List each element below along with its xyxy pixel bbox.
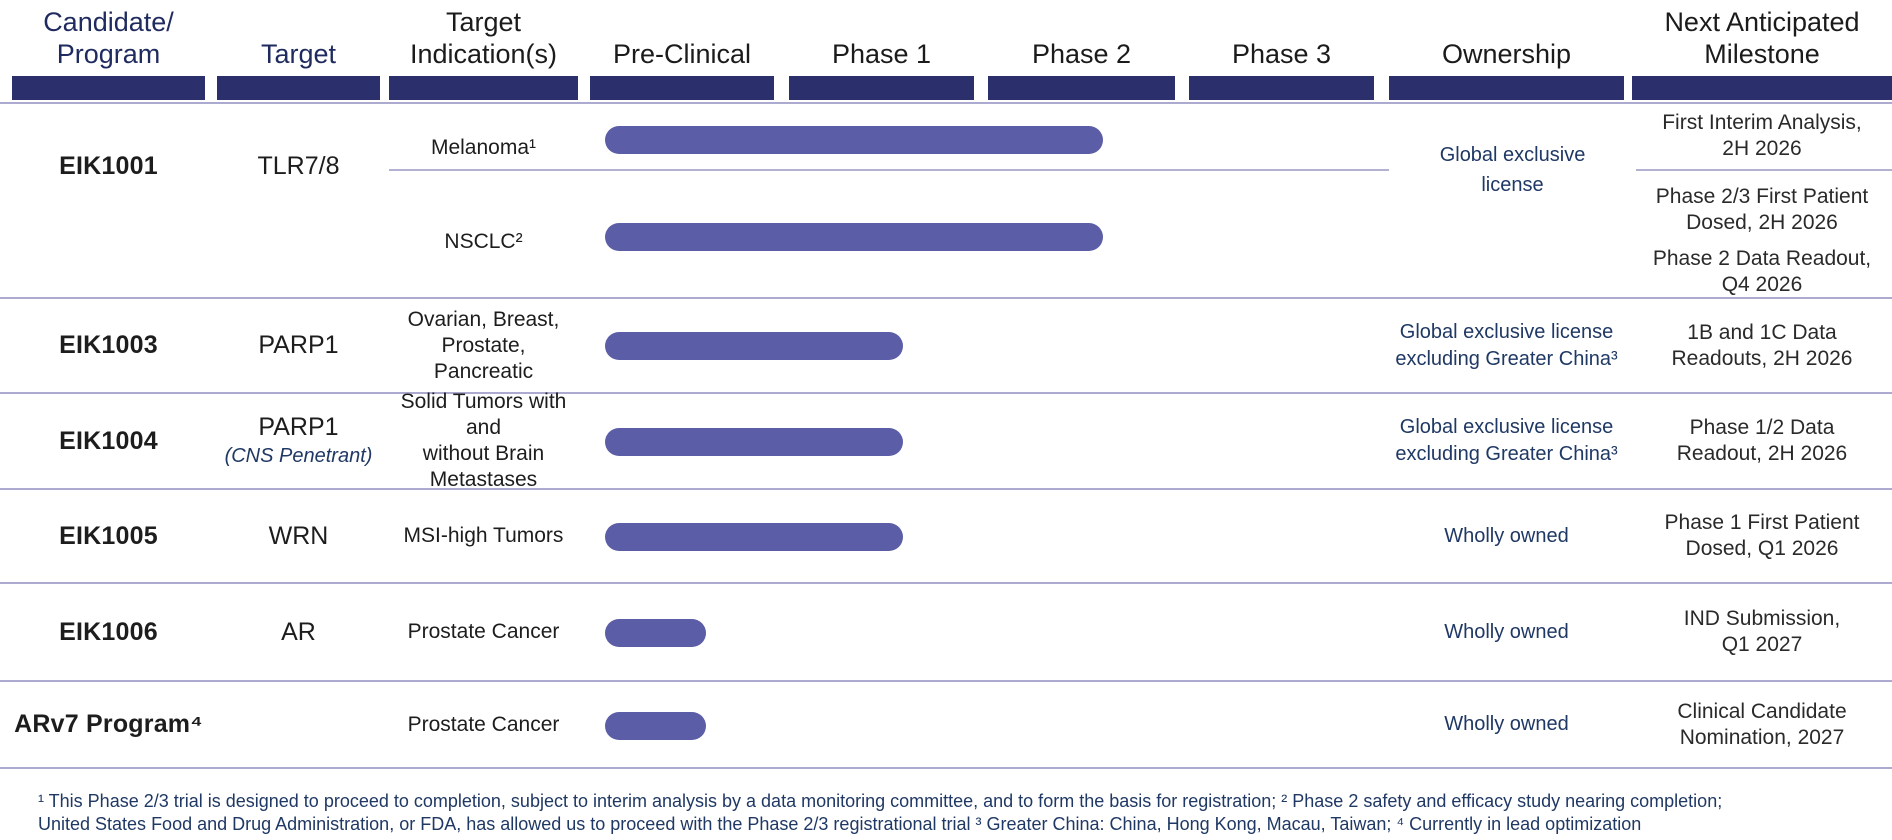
indication: Prostate Cancer (407, 620, 560, 643)
candidate-name: ARv7 Program⁴ (14, 710, 203, 738)
header-bar (789, 76, 974, 100)
target-name: TLR7/8 (257, 151, 340, 180)
indication: Solid Tumors with and without Brain Meta… (400, 390, 567, 491)
indication: Ovarian, Breast, Prostate, Pancreatic (407, 307, 560, 383)
phase-progress-bar (605, 523, 903, 551)
program-row-arv7: ARv7 Program⁴ Prostate Cancer Wholly own… (0, 680, 1892, 767)
column-header-pre-clinical: Pre-Clinical (612, 39, 752, 69)
candidate-name: EIK1001 (59, 151, 158, 180)
ownership: Global exclusive license excluding Great… (1395, 320, 1618, 370)
target-note: (CNS Penetrant) (224, 444, 373, 467)
column-phase-3: Phase 3 (1189, 0, 1374, 102)
column-target-indications: Target Indication(s) (389, 0, 578, 102)
milestone: 1B and 1C Data Readouts, 2H 2026 (1671, 320, 1853, 370)
header-bar (1189, 76, 1374, 100)
phase-progress-bar (605, 428, 903, 456)
ownership: Global exclusive license excluding Great… (1395, 416, 1618, 465)
column-header-phase-3: Phase 3 (1231, 39, 1332, 69)
column-header-target: Target (260, 39, 337, 69)
column-target: Target (217, 0, 380, 102)
milestone: Phase 1/2 Data Readout, 2H 2026 (1676, 416, 1848, 465)
phase-progress-bar (605, 332, 903, 360)
header-bar (1389, 76, 1624, 100)
target-name: PARP1 (258, 331, 339, 359)
subrow-divider (389, 169, 1892, 171)
candidate-name: EIK1003 (59, 331, 158, 359)
program-row-eik1004: EIK1004 PARP1 (CNS Penetrant) Solid Tumo… (0, 390, 1892, 491)
program-row-eik1006: EIK1006 AR Prostate Cancer Wholly owned … (0, 582, 1892, 680)
header-bar (217, 76, 380, 100)
indication: MSI-high Tumors (403, 524, 564, 547)
program-row-eik1005: EIK1005 WRN MSI-high Tumors Wholly owned… (0, 488, 1892, 582)
candidate-name: EIK1004 (59, 426, 158, 455)
milestone: Phase 1 First Patient Dosed, Q1 2026 (1664, 511, 1860, 560)
program-row-eik1001: EIK1001 TLR7/8 Melanoma¹ NSCLC² Global e… (0, 102, 1892, 297)
header-bar (590, 76, 774, 100)
milestone: Phase 2 Data Readout, Q4 2026 (1652, 247, 1872, 296)
indication: NSCLC² (444, 230, 523, 253)
footnotes-line-2: United States Food and Drug Administrati… (38, 814, 1642, 834)
column-ownership: Ownership (1389, 0, 1624, 102)
phase-progress-bar (605, 712, 706, 740)
column-header-ownership: Ownership (1441, 39, 1572, 69)
footnotes-line-1: ¹ This Phase 2/3 trial is designed to pr… (38, 791, 1723, 811)
target-name: PARP1 (258, 412, 339, 441)
target-name (217, 682, 380, 767)
milestone: First Interim Analysis, 2H 2026 (1662, 111, 1862, 160)
column-next-anticipated-milestone: Next Anticipated Milestone (1632, 0, 1892, 102)
column-header-phase-1: Phase 1 (831, 39, 932, 69)
ownership: Wholly owned (1444, 713, 1569, 735)
candidate-name: EIK1005 (59, 521, 158, 550)
indication: Prostate Cancer (407, 712, 560, 736)
column-header-phase-2: Phase 2 (1031, 39, 1132, 69)
candidate-name: EIK1006 (59, 617, 158, 646)
phase-progress-bar (605, 126, 1103, 154)
target-name: WRN (268, 521, 329, 550)
ownership: Wholly owned (1444, 620, 1569, 643)
footnotes: ¹ This Phase 2/3 trial is designed to pr… (0, 767, 1892, 840)
milestone: Phase 2/3 First Patient Dosed, 2H 2026 (1655, 185, 1869, 234)
phase-progress-bar (605, 619, 706, 647)
header-bar (12, 76, 205, 100)
milestone: IND Submission, Q1 2027 (1683, 607, 1841, 656)
header-bar (1632, 76, 1892, 100)
target-name: AR (281, 617, 316, 646)
header-bar (988, 76, 1175, 100)
milestone: Clinical Candidate Nomination, 2027 (1677, 699, 1847, 749)
column-pre-clinical: Pre-Clinical (590, 0, 774, 102)
header-bar (389, 76, 578, 100)
column-phase-2: Phase 2 (988, 0, 1175, 102)
program-row-eik1003: EIK1003 PARP1 Ovarian, Breast, Prostate,… (0, 297, 1892, 392)
column-header-next-anticipated-milestone: Next Anticipated Milestone (1664, 7, 1860, 69)
column-header-candidate-program: Candidate/ Program (43, 7, 174, 69)
ownership: Wholly owned (1444, 524, 1569, 547)
column-phase-1: Phase 1 (789, 0, 974, 102)
target-cell: PARP1 (CNS Penetrant) (217, 394, 380, 488)
column-header-target-indications: Target Indication(s) (409, 7, 558, 69)
ownership: Global exclusive license (1389, 140, 1636, 200)
indication: Melanoma¹ (430, 136, 537, 159)
phase-progress-bar (605, 223, 1103, 251)
column-candidate-program: Candidate/ Program (12, 0, 205, 102)
